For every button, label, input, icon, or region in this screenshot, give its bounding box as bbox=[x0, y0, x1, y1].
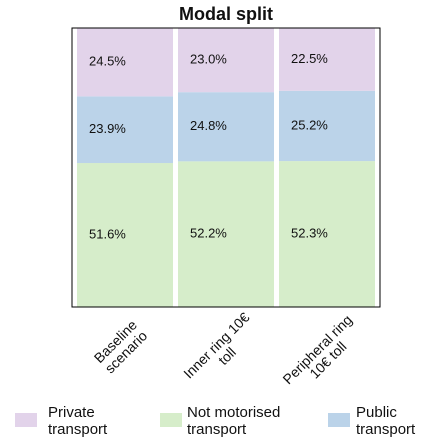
legend-swatch bbox=[160, 413, 182, 427]
bar-segment bbox=[77, 28, 173, 97]
bar-segment bbox=[279, 28, 375, 91]
plot-frame bbox=[71, 27, 381, 308]
value-label: 24.5% bbox=[89, 54, 126, 69]
chart-title: Modal split bbox=[179, 4, 273, 24]
legend-label: Not motorised transport bbox=[187, 404, 281, 438]
bar-segment bbox=[77, 163, 173, 307]
value-label: 24.8% bbox=[190, 118, 227, 133]
value-label: 25.2% bbox=[291, 117, 328, 132]
bar-segment bbox=[178, 92, 274, 162]
bar-segment bbox=[279, 90, 375, 162]
bar-segment bbox=[178, 28, 274, 93]
value-label: 23.9% bbox=[89, 121, 126, 136]
value-label: 52.2% bbox=[190, 226, 227, 241]
legend-swatch bbox=[15, 413, 37, 427]
value-label: 52.3% bbox=[291, 225, 328, 240]
legend-swatch bbox=[328, 413, 350, 427]
value-label: 23.0% bbox=[190, 52, 227, 67]
bar-segment bbox=[178, 161, 274, 307]
value-label: 51.6% bbox=[89, 226, 126, 241]
value-label: 22.5% bbox=[291, 51, 328, 66]
bar-segment bbox=[77, 96, 173, 164]
bar-segment bbox=[279, 161, 375, 307]
legend-label: Public transport bbox=[356, 404, 416, 438]
legend-label: Private transport bbox=[48, 404, 108, 438]
